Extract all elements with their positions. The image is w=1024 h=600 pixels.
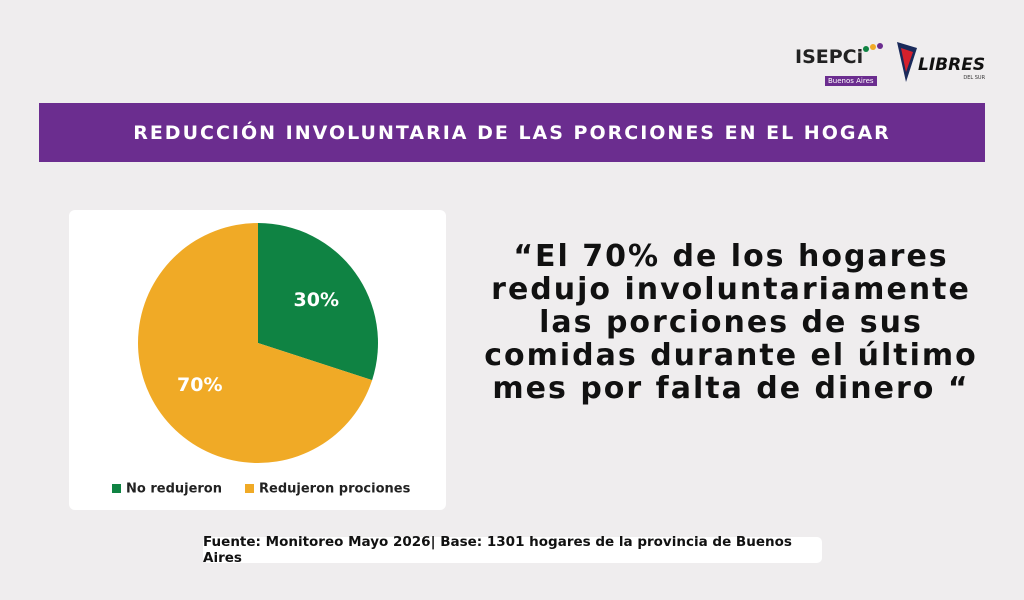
legend-label: No redujeron xyxy=(126,482,222,497)
isep-name: ISEPCi xyxy=(795,46,864,68)
pie-slice xyxy=(138,223,373,463)
legend-swatch xyxy=(245,484,254,493)
libres-name: LIBRES xyxy=(918,55,986,75)
isep-sub: Buenos Aires xyxy=(825,76,877,86)
slice-label: 30% xyxy=(294,289,339,311)
source-note: Fuente: Monitoreo Mayo 2026| Base: 1301 … xyxy=(203,534,822,566)
legend-swatch xyxy=(112,484,121,493)
pie-slice xyxy=(258,223,378,381)
legend-label: Redujeron prociones xyxy=(259,482,411,497)
slice-label: 70% xyxy=(177,374,222,396)
libres-sub: DEL SUR xyxy=(963,75,986,81)
isep-logo: ISEPCi Buenos Aires xyxy=(795,46,877,87)
libres-logo: LIBRES DEL SUR xyxy=(918,55,985,81)
logo-dots xyxy=(863,43,883,52)
pie-chart: 30% 70% No redujeron Redujeron prociones xyxy=(112,223,411,497)
quote: “El 70% de los hogares redujo involuntar… xyxy=(484,239,978,406)
chart-card: 30% 70% No redujeron Redujeron prociones xyxy=(69,210,446,510)
libres-icon xyxy=(897,42,917,82)
banner: REDUCCIÓN INVOLUNTARIA DE LAS PORCIONES … xyxy=(39,103,985,162)
